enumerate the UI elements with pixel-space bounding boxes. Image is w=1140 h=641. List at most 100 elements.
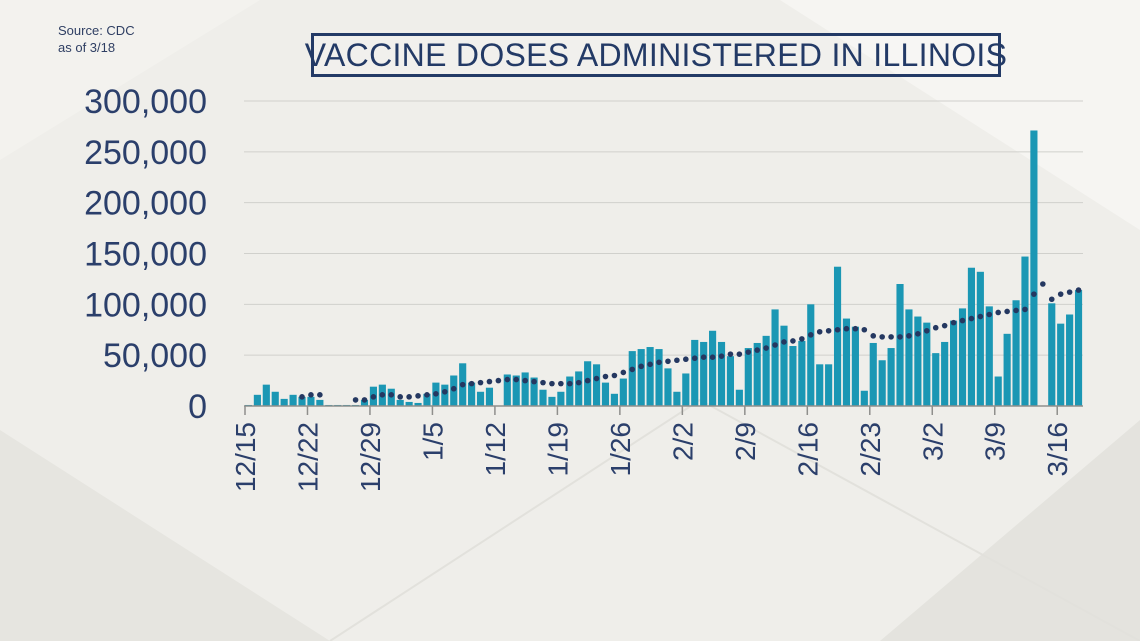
bar <box>655 349 663 406</box>
average-dot <box>602 373 609 380</box>
average-dot <box>763 345 769 351</box>
average-dot <box>424 392 430 398</box>
average-dot <box>799 336 805 342</box>
average-dot <box>825 327 832 334</box>
bar <box>414 402 422 406</box>
x-tick-labels: 12/15 12/22 12/29 1/5 1/12 1/19 1/26 2/2 2/9 2/16… <box>230 422 1073 492</box>
source-label: Source: CDC <box>58 23 135 38</box>
bar <box>976 271 984 406</box>
bar <box>1030 130 1038 406</box>
average-dot <box>834 326 841 333</box>
bar <box>860 390 868 406</box>
average-dot <box>986 311 993 318</box>
average-dot <box>317 392 323 398</box>
bar <box>1057 323 1065 406</box>
bar <box>673 391 681 406</box>
average-dot <box>575 379 582 386</box>
average-dot <box>995 309 1002 316</box>
bar <box>468 382 476 406</box>
average-dot <box>370 394 377 400</box>
average-dot <box>459 381 466 388</box>
bar <box>566 376 574 406</box>
bar <box>485 387 494 406</box>
average-dot <box>397 394 403 400</box>
bar <box>932 353 940 406</box>
chart-title-box: VACCINE DOSES ADMINISTERED IN ILLINOIS <box>305 33 1007 77</box>
average-dot <box>736 351 743 357</box>
average-dot <box>718 353 725 359</box>
bar <box>396 399 404 406</box>
bar <box>896 284 904 406</box>
average-dot <box>870 333 877 339</box>
average-dot <box>852 325 859 332</box>
bar <box>646 347 654 406</box>
average-dot <box>674 357 680 364</box>
average-dot <box>781 339 787 345</box>
average-dot <box>727 351 734 357</box>
average-dot <box>406 394 412 400</box>
x-tick-label: 2/16 <box>792 422 823 477</box>
average-dot <box>897 334 903 340</box>
bar <box>601 382 610 406</box>
bar <box>789 346 797 406</box>
bar <box>950 320 958 406</box>
x-tick-label: 1/12 <box>480 422 511 477</box>
bar <box>619 378 627 406</box>
average-dot <box>308 392 314 398</box>
average-dot <box>888 334 894 340</box>
average-dot <box>1066 289 1073 295</box>
average-dot <box>442 388 448 395</box>
average-dot <box>379 392 386 398</box>
y-tick-label: 250,000 <box>84 134 207 172</box>
chart-title: VACCINE DOSES ADMINISTERED IN ILLINOIS <box>304 36 1008 73</box>
bar <box>637 349 645 406</box>
average-dot <box>1013 307 1019 314</box>
bar <box>1066 314 1074 406</box>
bar <box>825 364 833 406</box>
bar <box>575 371 583 406</box>
bar <box>271 391 279 406</box>
average-dot <box>932 324 939 331</box>
bar <box>521 372 529 406</box>
bar <box>717 341 726 406</box>
x-tick-label: 12/15 <box>230 422 261 492</box>
bar <box>584 361 592 406</box>
bar <box>798 340 806 406</box>
bar <box>753 342 761 406</box>
average-dot <box>772 342 778 348</box>
average-dot <box>790 338 796 344</box>
y-tick-labels: 0 50,000 100,000 150,000 200,000 250,000 300,0… <box>84 83 207 426</box>
bar <box>816 364 824 406</box>
bar <box>967 267 976 406</box>
bar <box>735 389 743 406</box>
average-dot <box>843 325 850 332</box>
y-tick-label: 300,000 <box>84 83 207 121</box>
average-dot <box>513 376 520 383</box>
bar <box>476 391 485 406</box>
average-dot <box>450 385 457 392</box>
average-dot <box>647 361 653 368</box>
bar <box>878 360 886 406</box>
average-dot <box>1057 291 1064 297</box>
bar <box>1021 256 1029 406</box>
bar <box>780 325 788 406</box>
average-dot <box>415 393 421 399</box>
x-axis <box>244 405 1083 415</box>
bar-series <box>244 130 1083 406</box>
bar <box>923 322 931 406</box>
bar <box>851 326 859 406</box>
x-tick-label: 12/29 <box>355 422 386 492</box>
average-dot <box>1075 287 1082 293</box>
moving-average-dots <box>299 281 1082 403</box>
bar <box>548 396 556 406</box>
bar <box>405 401 413 406</box>
bar <box>316 399 324 406</box>
average-dot <box>745 349 752 355</box>
average-dot <box>959 317 966 324</box>
average-dot <box>754 347 761 353</box>
bar <box>905 309 913 406</box>
average-dot <box>584 377 591 384</box>
bar <box>762 335 770 406</box>
bar <box>1048 303 1056 406</box>
